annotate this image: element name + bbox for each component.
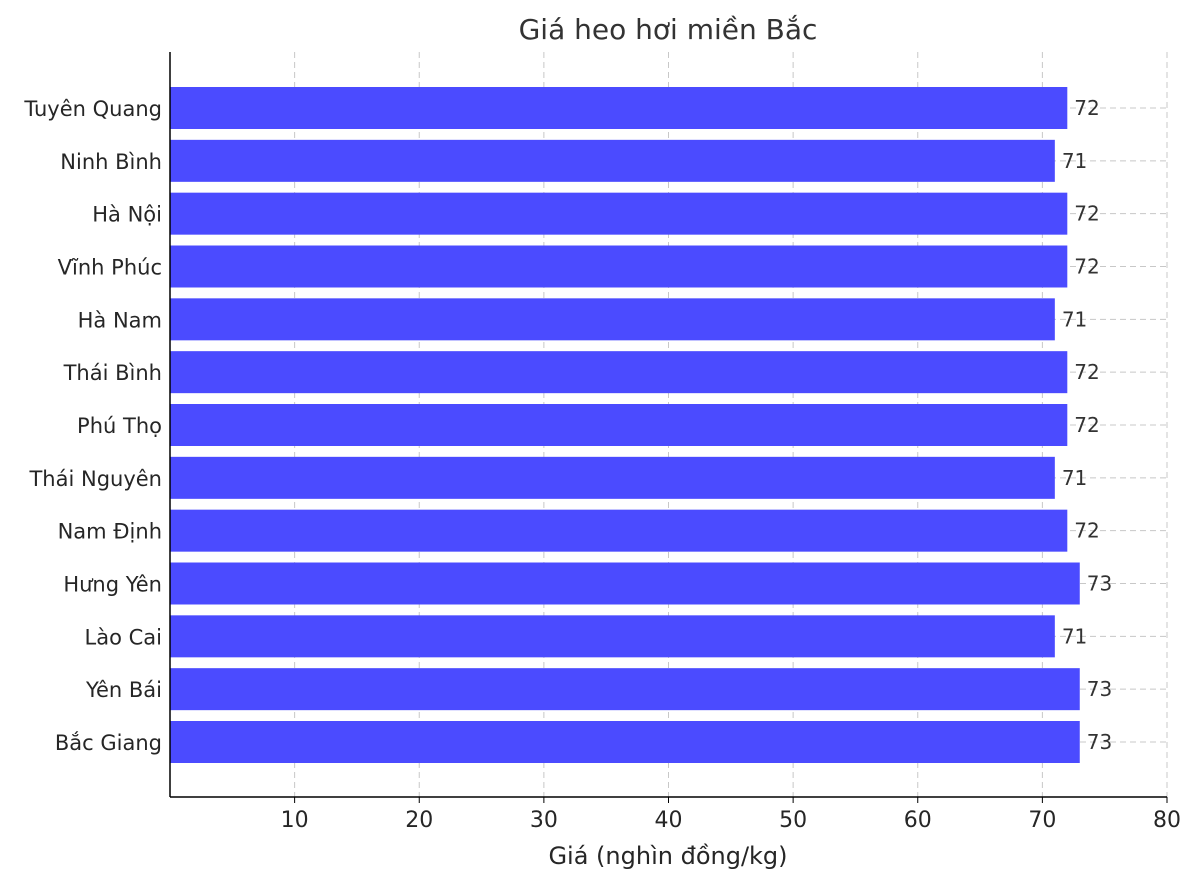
bar-value-label: 72 [1074, 202, 1099, 226]
y-axis-category-label: Bắc Giang [55, 731, 162, 755]
data-labels: 72 71 72 72 71 72 72 71 72 73 71 73 73 [1062, 96, 1112, 754]
bar-value-label: 73 [1087, 730, 1112, 754]
x-tick-label: 60 [904, 808, 932, 833]
y-axis-category-label: Ninh Bình [60, 150, 162, 174]
bar [170, 562, 1080, 605]
x-tick-label: 40 [655, 808, 683, 833]
y-axis-category-label: Lào Cai [85, 625, 162, 649]
chart-title: Giá heo hơi miền Bắc [519, 13, 818, 46]
bar-value-label: 71 [1062, 307, 1087, 331]
bar [170, 456, 1055, 499]
y-axis-labels: Tuyên Quang Ninh Bình Hà Nội Vĩnh Phúc Hà Na… [23, 97, 162, 755]
y-axis-category-label: Hà Nội [92, 203, 162, 227]
y-axis-category-label: Hưng Yên [63, 573, 162, 597]
bar-value-label: 71 [1062, 149, 1087, 173]
bar-value-label: 73 [1087, 677, 1112, 701]
bars [170, 87, 1080, 763]
x-axis-title: Giá (nghìn đồng/kg) [548, 842, 787, 870]
bar-value-label: 71 [1062, 624, 1087, 648]
bar-value-label: 72 [1074, 96, 1099, 120]
bar [170, 351, 1068, 394]
bar-value-label: 72 [1074, 413, 1099, 437]
bar [170, 139, 1055, 182]
y-axis-category-label: Phú Thọ [77, 414, 162, 438]
y-axis-category-label: Thái Bình [63, 361, 162, 385]
bar-value-label: 72 [1074, 255, 1099, 279]
bar [170, 87, 1068, 129]
bar [170, 192, 1068, 235]
y-axis-category-label: Vĩnh Phúc [58, 256, 162, 280]
x-tick-label: 80 [1153, 808, 1181, 833]
bar [170, 615, 1055, 658]
y-axis-category-label: Hà Nam [78, 308, 162, 332]
x-tick-label: 20 [405, 808, 433, 833]
bar-value-label: 72 [1074, 360, 1099, 384]
x-tick-label: 30 [530, 808, 558, 833]
x-tick-label: 10 [281, 808, 309, 833]
x-tick-label: 50 [779, 808, 807, 833]
bar [170, 509, 1068, 552]
y-axis-category-label: Nam Định [58, 520, 162, 544]
y-axis-category-label: Tuyên Quang [23, 97, 162, 121]
x-axis-ticks: 10 20 30 40 50 60 70 80 [281, 797, 1181, 833]
bar [170, 245, 1068, 288]
bar-value-label: 71 [1062, 466, 1087, 490]
bar [170, 721, 1080, 763]
y-axis-category-label: Thái Nguyên [28, 467, 162, 491]
bar [170, 668, 1080, 711]
bar-value-label: 72 [1074, 519, 1099, 543]
bar [170, 298, 1055, 341]
bar-value-label: 73 [1087, 572, 1112, 596]
y-axis-category-label: Yên Bái [85, 678, 162, 702]
bar [170, 404, 1068, 446]
x-tick-label: 70 [1028, 808, 1056, 833]
